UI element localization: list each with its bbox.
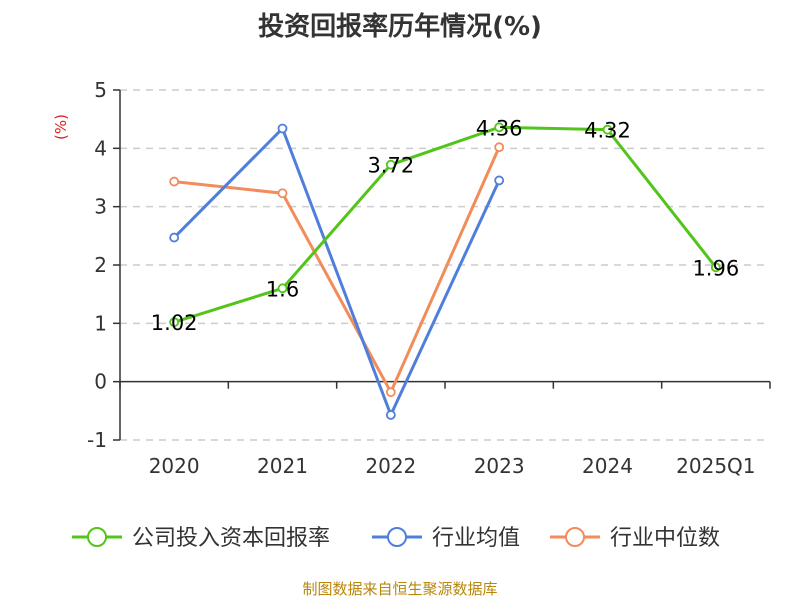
legend-marker-1 [387,527,407,547]
series-0-point-2 [385,159,396,170]
y-tick-label-0: -1 [87,428,107,452]
series-1-point-1 [277,123,288,134]
series-line-0 [173,125,718,324]
legend-label-0: 公司投入资本回报率 [132,526,330,551]
data-label-1: 1.6 [266,277,299,301]
legend-marker-2 [565,527,585,547]
legend-item-1[interactable]: 行业均值 [372,526,520,551]
chart-title: 投资回报率历年情况(%) [258,12,542,42]
data-label-2: 3.72 [367,154,414,178]
series-2-point-1 [277,188,288,199]
data-label-5: 1.96 [692,256,739,280]
y-tick-label-1: 0 [94,370,107,394]
series-2-point-2 [385,387,396,398]
series-2-point-0 [169,176,180,187]
y-tick-label-2: 1 [94,311,107,335]
y-tick-label-5: 4 [94,136,107,160]
legend-label-1: 行业均值 [432,526,520,551]
x-tick-label-0: 2020 [149,454,200,478]
data-label-4: 4.32 [584,119,631,143]
data-label-3: 4.36 [476,116,523,140]
series-0-point-3 [494,122,505,133]
x-tick-label-1: 2021 [257,454,308,478]
y-tick-label-3: 2 [94,253,107,277]
source-note: 制图数据来自恒生聚源数据库 [302,580,498,598]
series-1-point-3 [494,175,505,186]
x-tick-label-3: 2023 [474,454,525,478]
series-0-point-1 [277,283,288,294]
legend-item-0[interactable]: 公司投入资本回报率 [72,526,330,551]
x-tick-label-5: 2025Q1 [676,454,755,478]
series [169,122,721,420]
y-tick-label-6: 5 [94,78,107,102]
y-tick-label-4: 3 [94,195,107,219]
series-1-point-0 [169,232,180,243]
legend-item-2[interactable]: 行业中位数 [550,526,720,551]
series-1-point-2 [385,410,396,420]
axes: -1 0 1 2 3 4 5 2020 2021 2022 2023 2024 2025Q1 (%) [52,78,771,478]
x-tick-label-2: 2022 [365,454,416,478]
legend-label-2: 行业中位数 [610,526,720,551]
series-0-point-4 [602,124,613,135]
legend[interactable]: 公司投入资本回报率 行业均值 行业中位数 [72,526,720,551]
series-line-1 [173,127,501,417]
data-label-0: 1.02 [151,311,198,335]
series-2-point-3 [494,142,505,153]
gridlines [120,89,770,441]
legend-marker-0 [87,527,107,547]
series-0-point-5 [710,262,721,273]
data-labels: 1.02 1.6 3.72 4.36 4.32 1.96 [151,116,739,335]
y-axis-label: (%) [52,114,70,140]
series-0-point-0 [169,317,180,328]
series-line-2 [174,146,501,394]
x-tick-label-4: 2024 [582,454,633,478]
